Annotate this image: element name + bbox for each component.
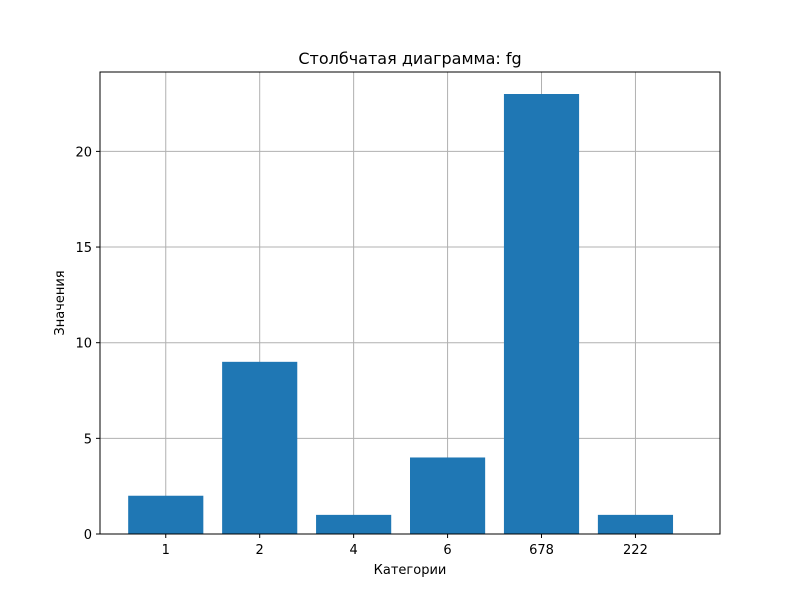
bar-1 xyxy=(128,495,204,534)
x-axis-label: Категории xyxy=(374,563,447,578)
x-tick-label: 6 xyxy=(443,543,451,558)
plot-area-frame xyxy=(99,71,721,535)
y-tick-label: 0 xyxy=(84,528,92,543)
bar-222 xyxy=(597,514,674,534)
bar-4 xyxy=(316,514,392,534)
x-tick-label: 4 xyxy=(349,543,357,558)
y-tick-label: 20 xyxy=(75,145,92,160)
y-axis-label: Значения xyxy=(53,270,68,335)
x-tick-label: 1 xyxy=(162,543,170,558)
bar-6 xyxy=(410,457,486,534)
chart-title: Столбчатая диаграмма: fg xyxy=(298,49,521,68)
bar-678 xyxy=(503,94,580,534)
y-tick-label: 5 xyxy=(84,432,92,447)
x-tick-label: 2 xyxy=(256,543,264,558)
x-axis-ticks: 1 2 4 6 678 222 xyxy=(162,534,648,558)
x-tick-label: 222 xyxy=(623,543,648,558)
x-tick-label: 678 xyxy=(529,543,554,558)
y-tick-label: 15 xyxy=(75,241,92,256)
bar-2 xyxy=(222,361,298,534)
bars xyxy=(128,94,674,534)
y-tick-label: 10 xyxy=(75,337,92,352)
y-axis-ticks: 0 5 10 15 20 xyxy=(75,145,100,543)
